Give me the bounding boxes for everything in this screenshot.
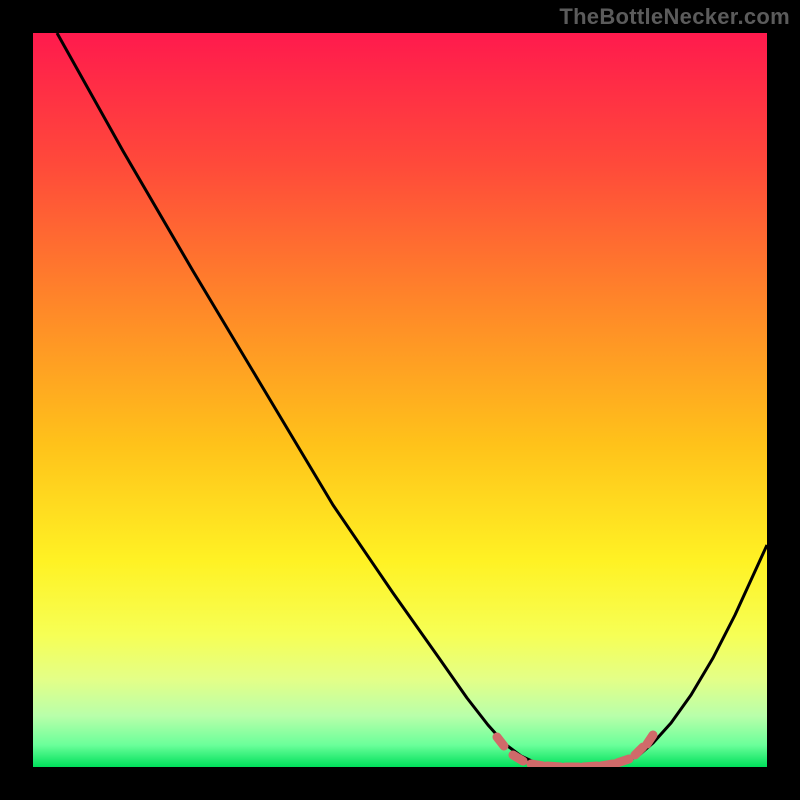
gradient-background	[33, 33, 767, 767]
plot-svg	[33, 33, 767, 767]
watermark-text: TheBottleNecker.com	[559, 4, 790, 30]
plot-area	[33, 33, 767, 767]
chart-canvas: TheBottleNecker.com	[0, 0, 800, 800]
